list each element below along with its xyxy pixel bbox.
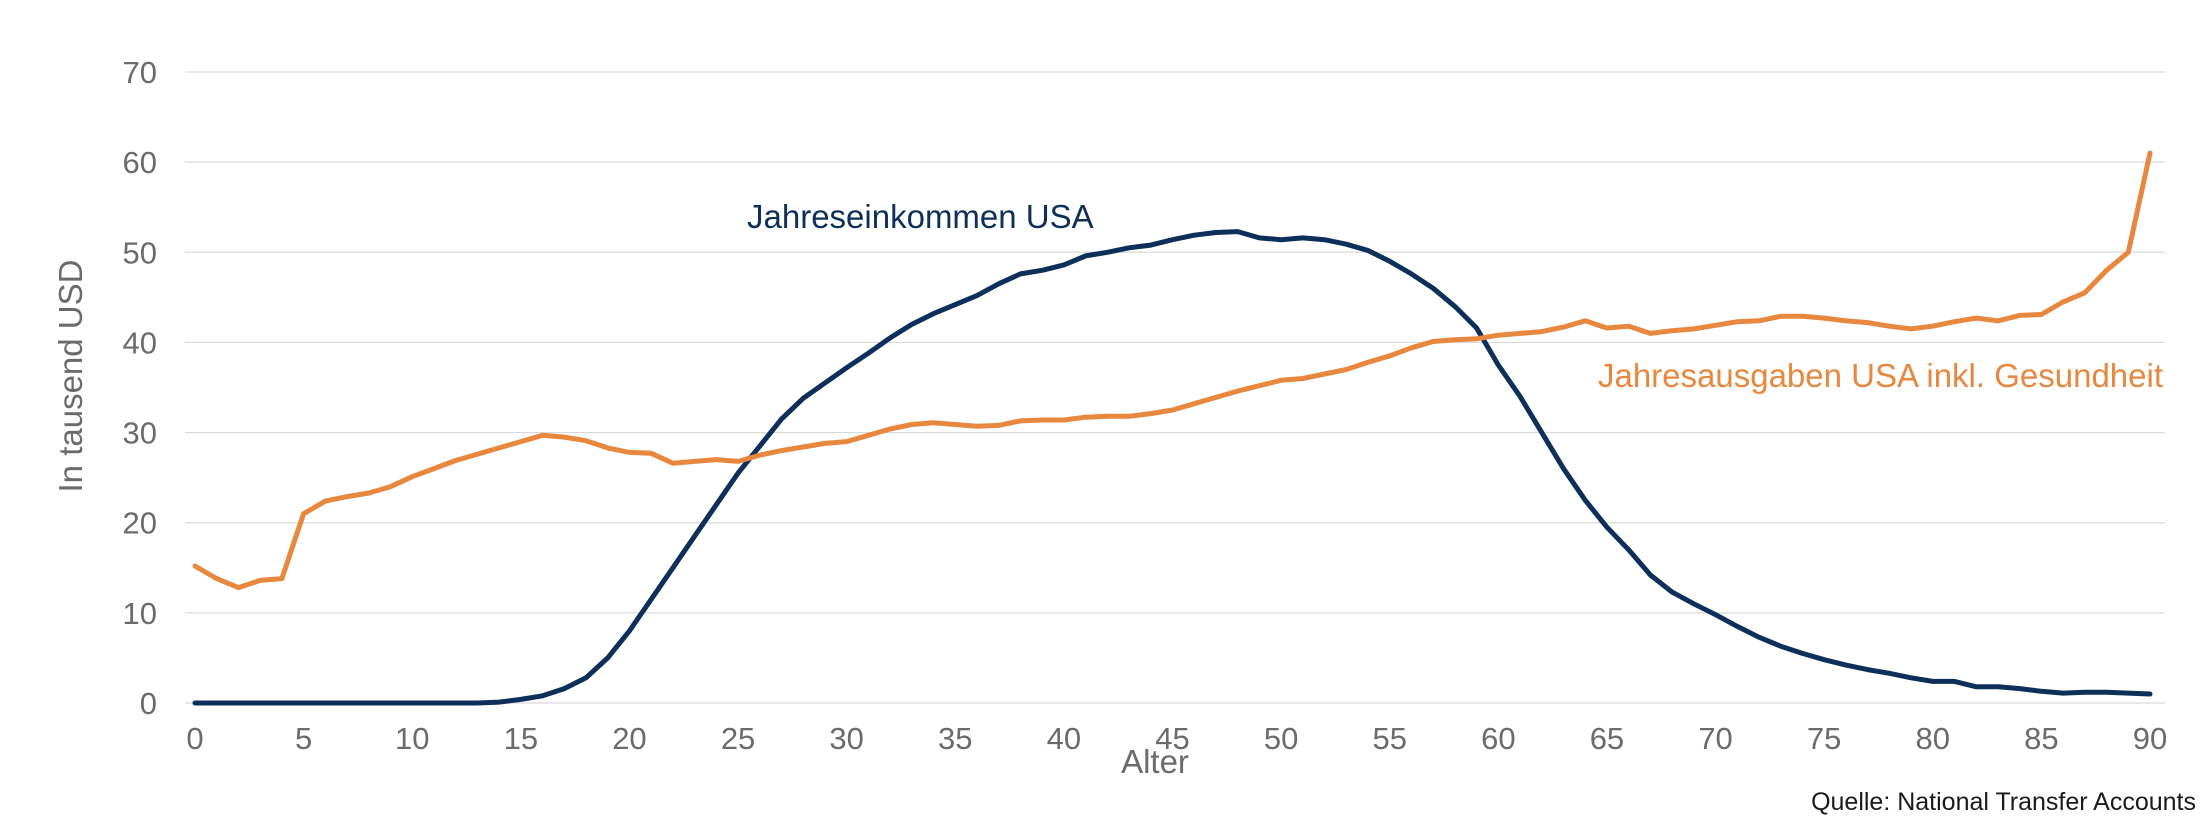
- x-tick-label: 80: [1916, 721, 1950, 756]
- x-tick-label: 85: [2024, 721, 2058, 756]
- x-tick-label: 35: [938, 721, 972, 756]
- x-tick-label: 60: [1481, 721, 1515, 756]
- x-tick-label: 25: [721, 721, 755, 756]
- x-tick-label: 55: [1372, 721, 1406, 756]
- x-tick-label: 75: [1807, 721, 1841, 756]
- x-tick-label: 90: [2133, 721, 2167, 756]
- y-tick-label: 10: [123, 596, 157, 631]
- series-label-income: Jahreseinkommen USA: [747, 198, 1094, 235]
- x-tick-label: 70: [1698, 721, 1732, 756]
- series-lines: [192, 150, 2153, 706]
- y-axis-title: In tausend USD: [52, 260, 89, 493]
- x-tick-label: 20: [612, 721, 646, 756]
- x-tick-label: 45: [1155, 721, 1189, 756]
- x-tick-label: 5: [295, 721, 312, 756]
- y-tick-label: 40: [123, 325, 157, 360]
- x-axis-ticks: 0 5 10 15 20 25 30 35 40 45 50 55 60 65 70 75 80 85 90: [186, 721, 2167, 756]
- gridlines: [185, 71, 2165, 704]
- y-tick-label: 70: [123, 55, 157, 90]
- x-tick-label: 0: [186, 721, 203, 756]
- x-tick-label: 15: [504, 721, 538, 756]
- x-tick-label: 65: [1590, 721, 1624, 756]
- y-tick-label: 30: [123, 416, 157, 451]
- series-label-expenses: Jahresausgaben USA inkl. Gesundheit: [1598, 357, 2163, 394]
- y-tick-label: 0: [140, 686, 157, 721]
- y-tick-label: 50: [123, 235, 157, 270]
- x-tick-label: 30: [829, 721, 863, 756]
- y-tick-label: 60: [123, 145, 157, 180]
- series-line-expenses: [192, 150, 2153, 591]
- source-note: Quelle: National Transfer Accounts: [1811, 788, 2196, 816]
- series-line-income: [192, 229, 2153, 706]
- x-tick-label: 40: [1047, 721, 1081, 756]
- x-tick-label: 50: [1264, 721, 1298, 756]
- y-axis-ticks: 0 10 20 30 40 50 60 70: [123, 55, 157, 721]
- x-axis-title: Alter: [1121, 743, 1189, 780]
- y-tick-label: 20: [123, 506, 157, 541]
- x-tick-label: 10: [395, 721, 429, 756]
